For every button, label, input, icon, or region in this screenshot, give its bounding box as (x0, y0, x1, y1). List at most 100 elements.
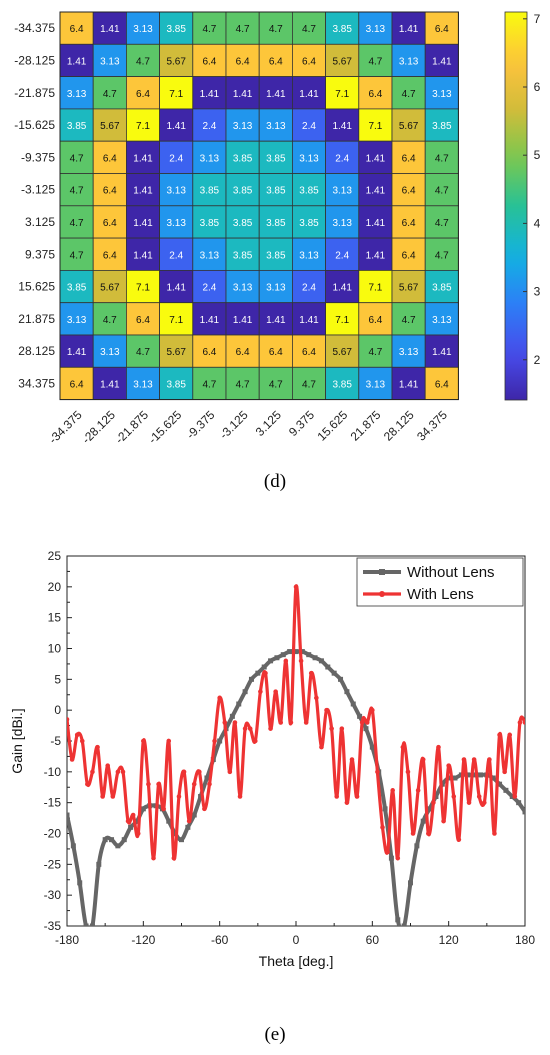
heatmap-cell (126, 334, 161, 368)
heatmap-cell-label: 6.4 (368, 315, 382, 326)
heatmap-cell-label: 3.13 (67, 89, 87, 100)
series-point-with-lens (247, 726, 253, 731)
series-point-with-lens (141, 738, 146, 744)
series-point-without-lens (236, 701, 242, 707)
series-point-without-lens (408, 880, 413, 886)
series-point-without-lens (287, 649, 293, 655)
series-point-without-lens (452, 775, 458, 781)
heatmap-cell-label: 3.85 (432, 121, 452, 132)
series-point-without-lens (388, 855, 394, 861)
series-point-with-lens (242, 726, 248, 731)
heatmap-cell (126, 269, 161, 304)
heatmap-cell-label: 6.4 (103, 250, 117, 261)
series-point-without-lens (471, 772, 477, 778)
series-point-without-lens (67, 812, 70, 818)
series-point-with-lens (415, 788, 421, 793)
heatmap-cell-label: 6.4 (202, 347, 216, 358)
y-axis-title: Gain [dBi.] (9, 708, 25, 773)
series-point-without-lens (369, 744, 375, 750)
heatmap-cell-label: 1.41 (233, 89, 253, 100)
heatmap-cell (192, 76, 227, 110)
heatmap-cell-label: 3.85 (299, 186, 319, 197)
series-point-with-lens (288, 720, 294, 725)
heatmap-cell-label: 4.7 (302, 379, 316, 390)
heatmap-cell (225, 366, 260, 400)
heatmap-cell-label: 6.4 (402, 186, 416, 197)
heatmap-cell-label: 7.1 (368, 283, 382, 294)
colorbar-bar (504, 11, 528, 401)
heatmap-cell-label: 6.4 (435, 24, 449, 35)
heatmap-cell (424, 334, 459, 368)
heatmap-cell-label: 5.67 (100, 121, 120, 132)
series-point-without-lens (516, 800, 522, 806)
heatmap-cell (258, 334, 293, 368)
heatmap-cell (358, 366, 393, 400)
series-point-with-lens (329, 726, 334, 731)
heatmap-cell (159, 237, 194, 271)
series-point-without-lens (490, 775, 496, 781)
heatmap-cell-label: 6.4 (402, 250, 416, 261)
heatmap-cell-label: 3.85 (299, 218, 319, 229)
heatmap-cell-label: 1.41 (366, 186, 386, 197)
colorbar-tick: 5 (534, 148, 541, 162)
heatmap-cell (126, 237, 161, 271)
heatmap-cell (59, 108, 94, 142)
heatmap-cell-label: 2.4 (169, 153, 183, 164)
heatmap-cell-label: 4.7 (435, 250, 449, 261)
series-point-with-lens (156, 781, 161, 787)
heatmap-cell (424, 269, 459, 304)
heatmap-cell (225, 43, 260, 77)
heatmap-cell-label: 1.41 (166, 283, 186, 294)
series-point-with-lens (212, 738, 217, 744)
series-point-without-lens (401, 923, 407, 926)
heatmap-cell-label: 6.4 (402, 218, 416, 229)
series-point-with-lens (507, 732, 513, 738)
series-point-without-lens (357, 713, 363, 719)
series-line-with-lens (67, 584, 525, 861)
series-point-without-lens (497, 781, 503, 787)
heatmap-cell-label: 6.4 (103, 186, 117, 197)
heatmap-cell (59, 237, 94, 271)
heatmap-cell-label: 1.41 (399, 24, 419, 35)
series-point-without-lens (261, 664, 267, 670)
legend-label-without-lens: Without Lens (407, 564, 495, 581)
series-point-without-lens (299, 649, 305, 655)
series-point-with-lens (436, 744, 441, 750)
series-point-with-lens (370, 707, 375, 713)
series-point-with-lens (481, 800, 487, 805)
heatmap-cell-label: 3.13 (133, 379, 153, 390)
heatmap-cell-label: 1.41 (332, 121, 352, 132)
heatmap-cell-label: 1.41 (100, 24, 120, 35)
heatmap-cell (391, 302, 426, 336)
heatmap-cell (258, 173, 293, 207)
heatmap-cell (391, 43, 426, 77)
heatmap-cell (391, 108, 426, 142)
series-point-with-lens (522, 720, 525, 725)
heatmap-cell-label: 4.7 (368, 56, 382, 67)
heatmap-cell (391, 205, 426, 239)
colorbar-tick: 6 (534, 80, 541, 94)
heatmap-cell (325, 334, 360, 368)
heatmap-row-tick: 15.625 (18, 280, 55, 294)
heatmap-cell-label: 3.85 (432, 283, 452, 294)
series-point-with-lens (380, 825, 385, 830)
heatmap-cell-label: 1.41 (67, 56, 87, 67)
series-point-without-lens (382, 806, 388, 812)
heatmap-cell (258, 205, 293, 239)
series-point-without-lens (522, 809, 525, 815)
series-point-with-lens (426, 831, 431, 836)
series-point-with-lens (283, 658, 289, 664)
heatmap-cell-label: 3.85 (233, 186, 253, 197)
heatmap-cell-label: 3.85 (200, 186, 220, 197)
heatmap-cell-label: 1.41 (67, 347, 87, 358)
heatmap-frame (59, 11, 459, 401)
series-point-without-lens (242, 689, 248, 695)
heatmap-cell (291, 11, 326, 45)
heatmap-cell-label: 3.13 (299, 250, 319, 261)
heatmap-cell-label: 4.7 (70, 218, 84, 229)
heatmap-cell-label: 4.7 (70, 186, 84, 197)
series-point-without-lens (102, 837, 108, 843)
x-tick-label: 180 (515, 933, 535, 947)
series-point-without-lens (121, 837, 127, 843)
heatmap-cell (258, 302, 293, 336)
